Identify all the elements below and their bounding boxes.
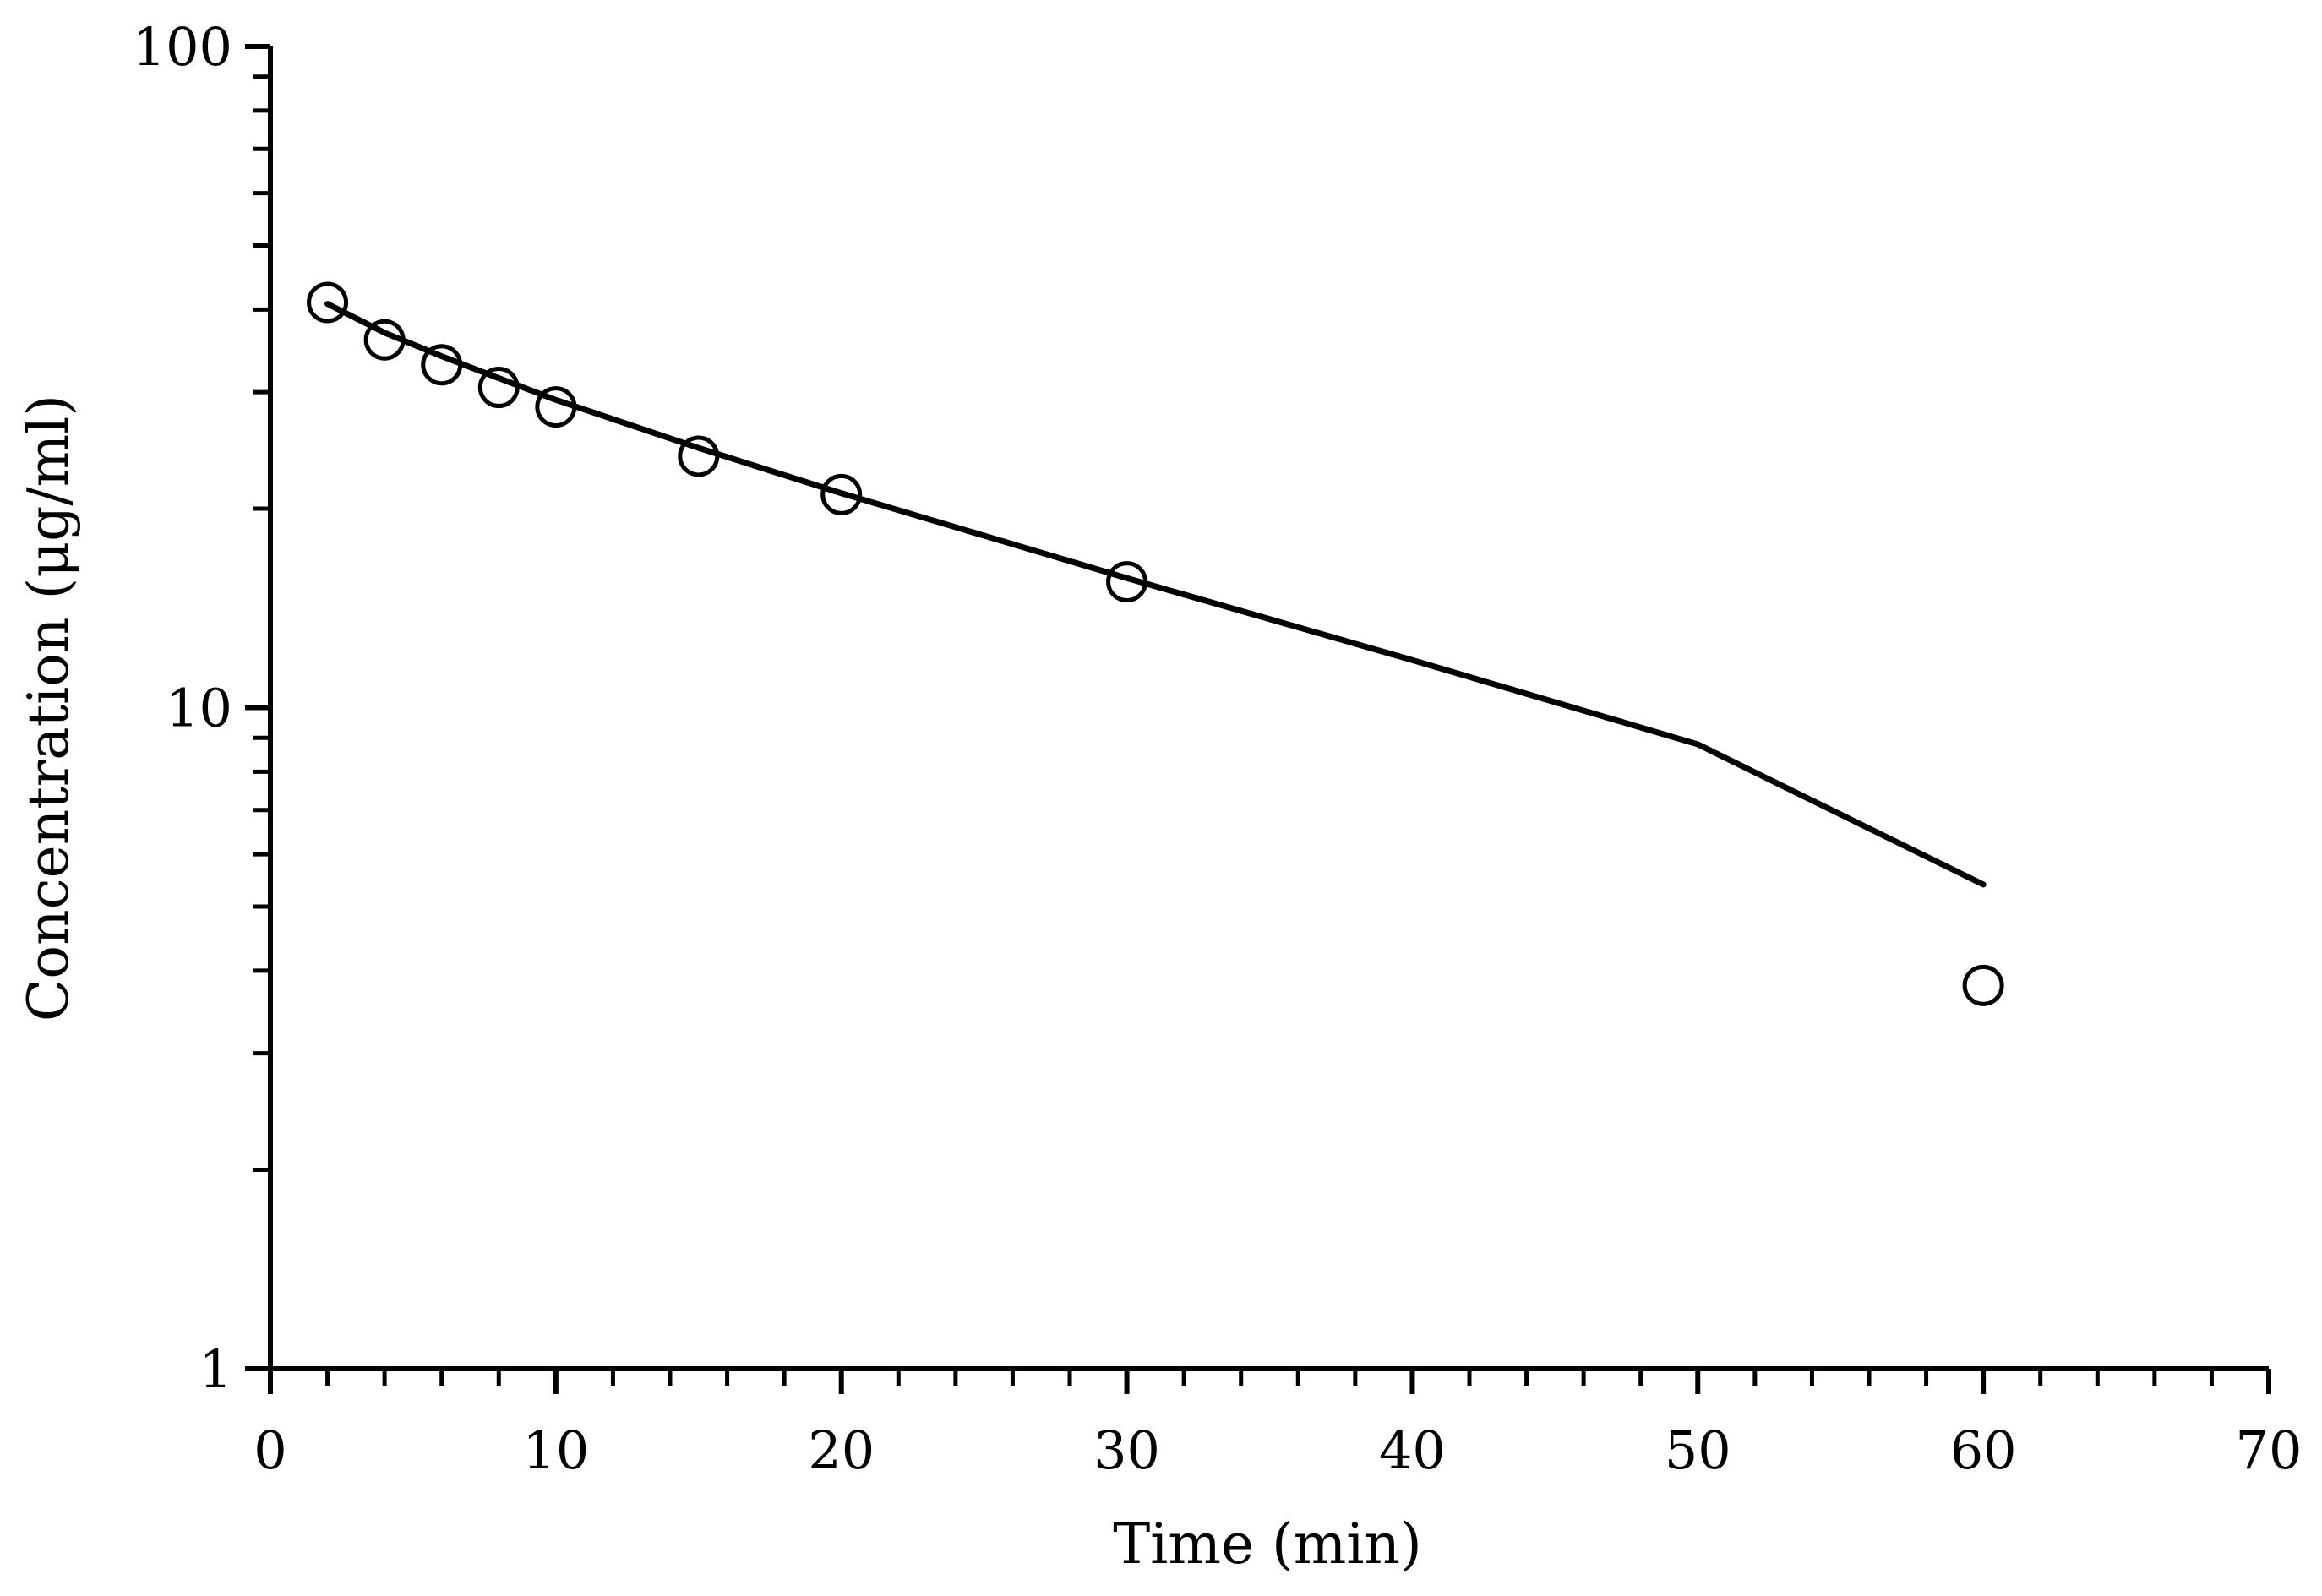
observed-point: [1962, 964, 2004, 1006]
observed-point: [535, 386, 577, 428]
fitted-line: [324, 301, 1987, 888]
observed-point: [363, 319, 406, 361]
observed-point: [421, 344, 463, 386]
y-axis-title: Concentration (μg/ml): [16, 395, 81, 1021]
x-tick-label: 70: [2236, 1419, 2303, 1481]
observed-point: [820, 473, 863, 515]
observed-point: [477, 367, 520, 409]
x-tick-label: 50: [1665, 1419, 1731, 1481]
x-tick-label: 20: [808, 1419, 875, 1481]
y-axis: 1 10 100: [133, 16, 273, 1400]
observed-point: [307, 281, 349, 324]
x-axis-title: Time (min): [1113, 1512, 1421, 1577]
x-tick-label: 0: [253, 1419, 286, 1481]
observed-point: [678, 435, 720, 477]
x-tick-label: 40: [1379, 1419, 1446, 1481]
x-tick-label: 60: [1950, 1419, 2017, 1481]
y-tick-label: 10: [166, 678, 232, 739]
observed-point: [1106, 561, 1148, 603]
y-tick-label: 1: [199, 1338, 232, 1400]
series-layer: [307, 281, 2004, 1006]
x-axis: 0 10 20 30 40 50 60 70: [253, 1366, 2303, 1481]
x-tick-label: 30: [1093, 1419, 1160, 1481]
x-tick-label: 10: [522, 1419, 589, 1481]
y-tick-label: 100: [133, 16, 232, 78]
